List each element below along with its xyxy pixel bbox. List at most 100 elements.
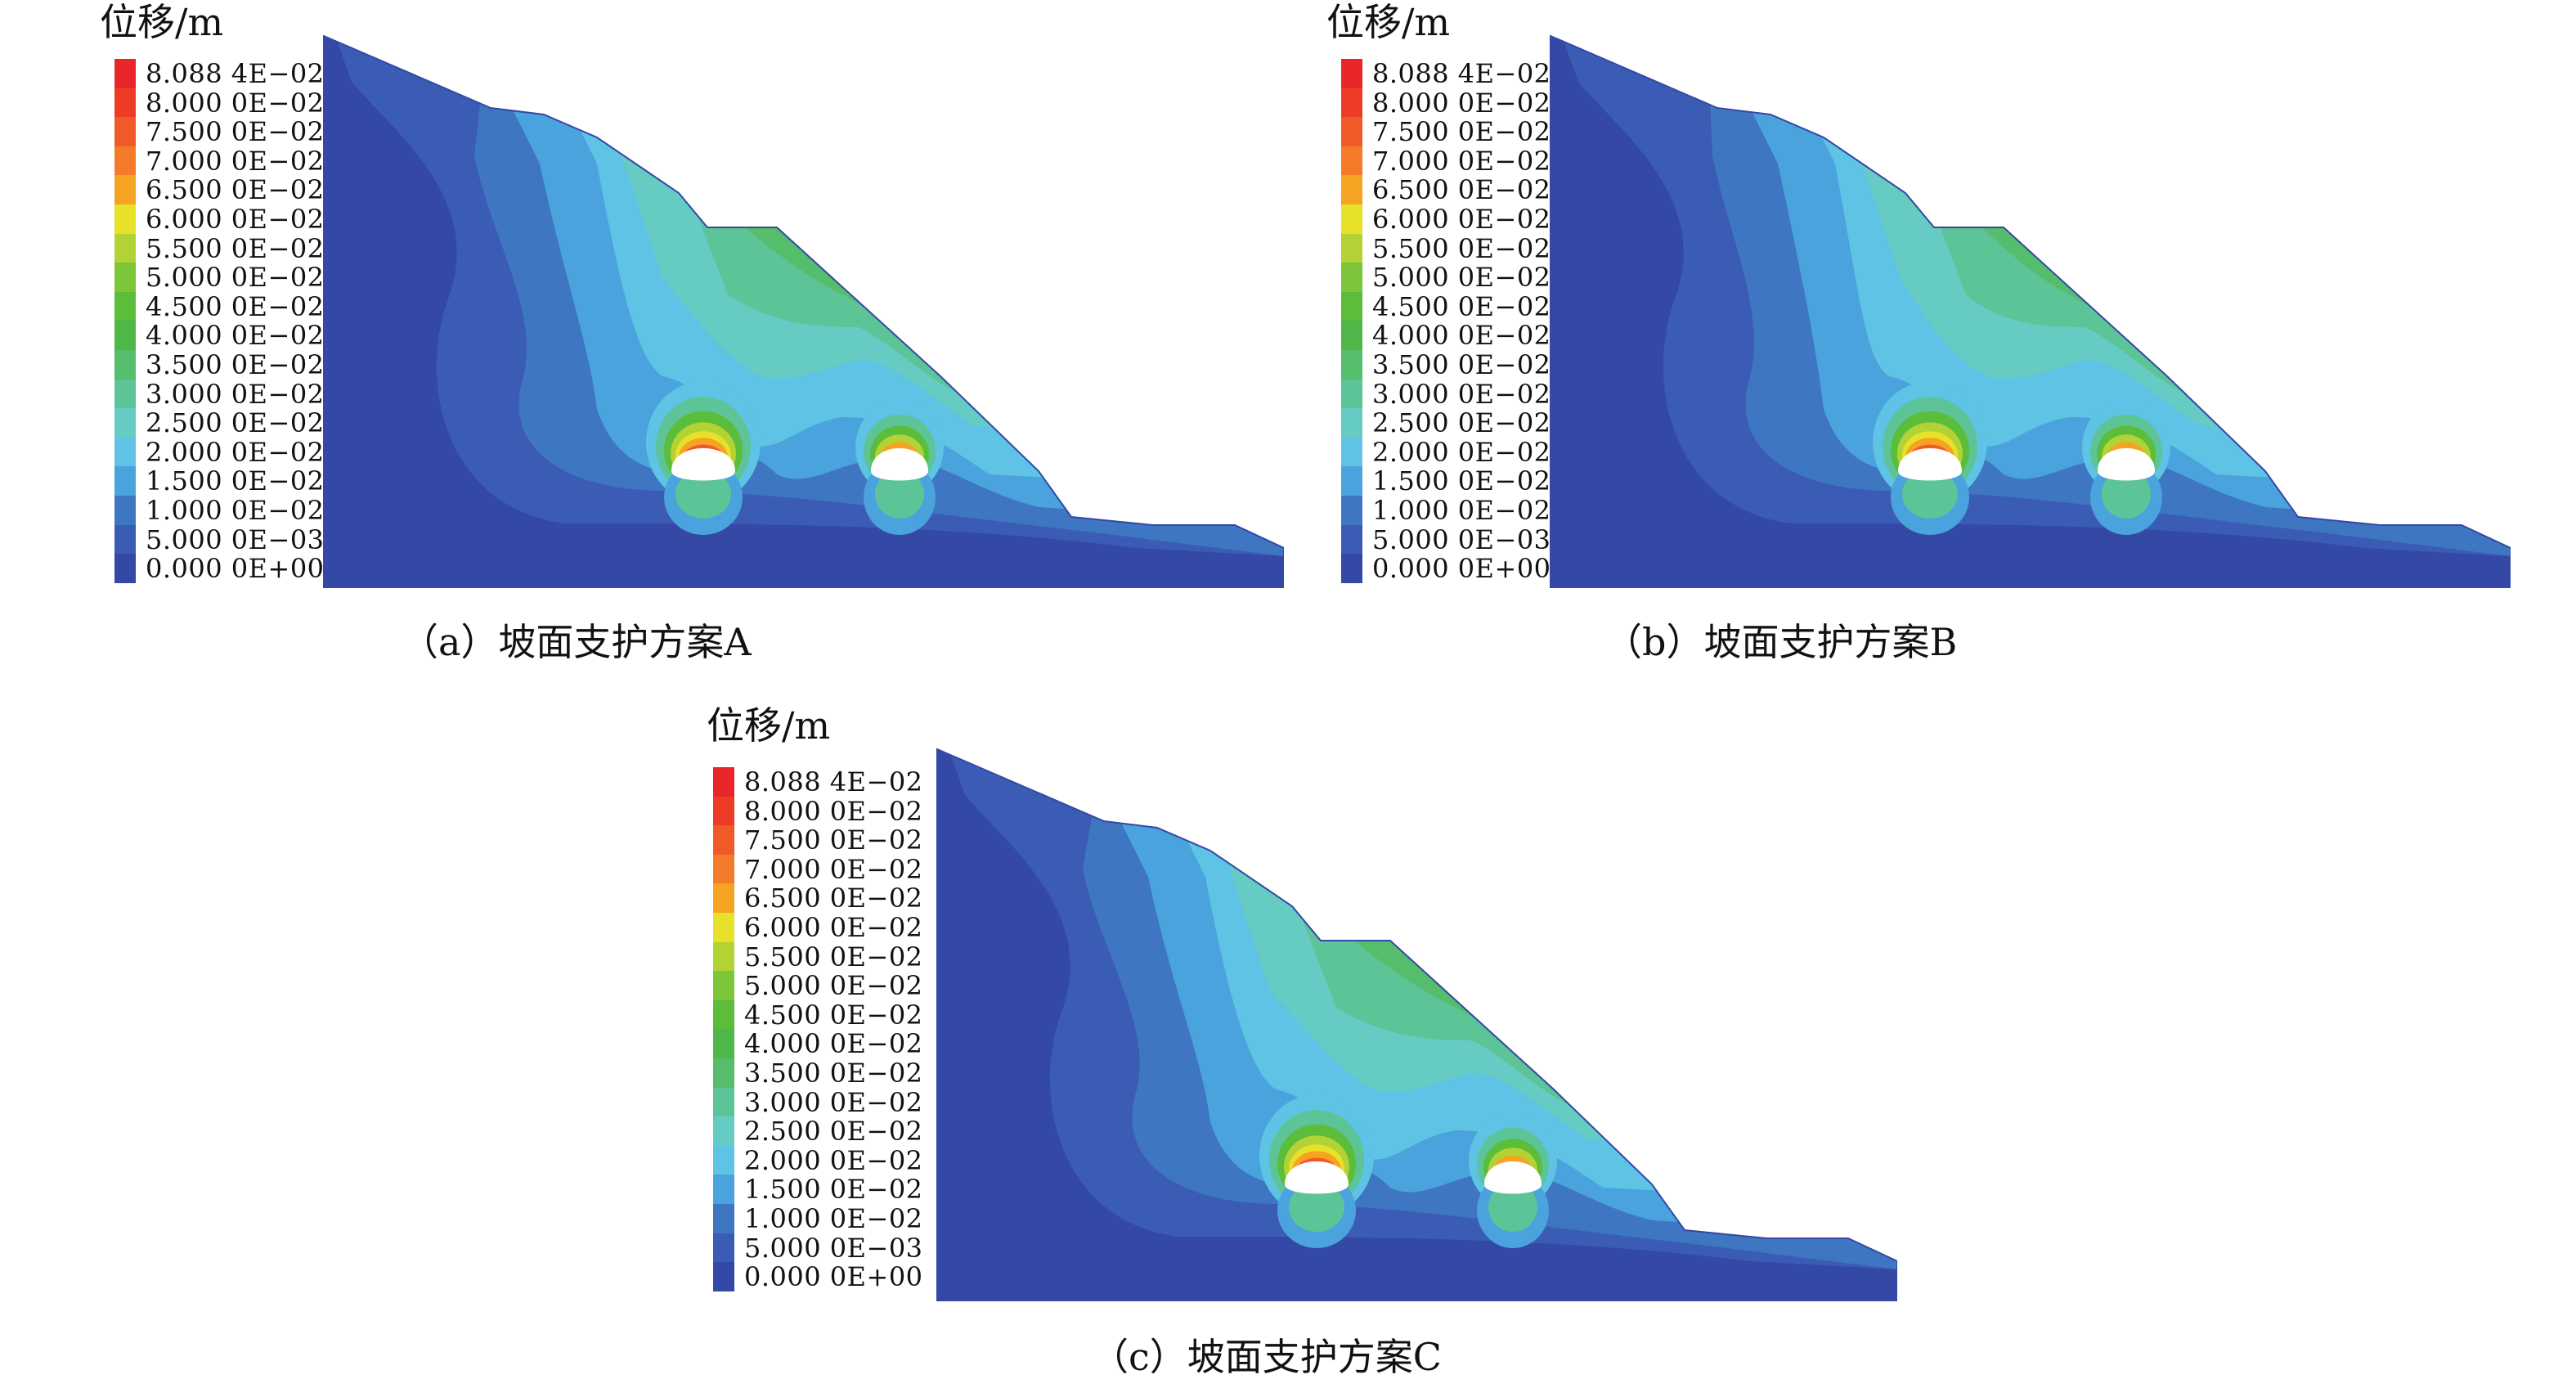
legend-entry: 1.500 0E−02 — [1341, 466, 1586, 496]
legend-label: 5.000 0E−03 — [1372, 523, 1551, 555]
legend-title: 位移/m — [100, 0, 224, 44]
legend-swatch — [1341, 175, 1362, 205]
legend-label: 5.500 0E−02 — [146, 232, 325, 264]
tunnel-opening — [671, 448, 736, 481]
legend-label: 6.000 0E−02 — [1372, 204, 1551, 235]
legend-entry: 5.500 0E−02 — [114, 232, 360, 264]
legend-label: 6.500 0E−02 — [146, 174, 325, 206]
legend-entry: 1.500 0E−02 — [713, 1175, 958, 1205]
legend-entry: 8.088 4E−02 — [114, 59, 360, 88]
displacement-contour-plot — [1550, 34, 2511, 588]
legend-label: 1.500 0E−02 — [146, 465, 325, 497]
contour-band — [1902, 469, 1958, 519]
legend-label: 8.000 0E−02 — [744, 795, 923, 827]
contour-band — [1289, 1183, 1344, 1232]
legend-swatch — [1341, 554, 1362, 584]
legend-entry: 8.088 4E−02 — [713, 767, 958, 797]
legend-label: 0.000 0E+00 — [744, 1261, 923, 1293]
legend-entry: 7.000 0E−02 — [1341, 146, 1586, 176]
legend-swatch — [114, 291, 136, 321]
legend-swatch — [114, 117, 136, 147]
legend-swatch — [713, 1262, 734, 1292]
legend-swatch — [114, 175, 136, 205]
legend-label: 8.088 4E−02 — [146, 58, 325, 89]
legend-swatch — [1341, 233, 1362, 263]
legend-swatch — [713, 999, 734, 1030]
tunnel-opening — [870, 448, 929, 481]
legend-entry: 4.000 0E−02 — [1341, 320, 1586, 352]
legend-swatch — [713, 1175, 734, 1205]
legend-entry: 8.000 0E−02 — [114, 88, 360, 118]
legend-label: 7.000 0E−02 — [146, 145, 325, 177]
legend-swatch — [114, 554, 136, 584]
legend-entry: 0.000 0E+00 — [114, 554, 360, 584]
slope-outline — [936, 748, 1897, 1301]
contour-band — [875, 469, 924, 519]
legend-entry: 1.500 0E−02 — [114, 466, 360, 496]
legend-entry: 7.500 0E−02 — [114, 117, 360, 147]
legend-label: 5.000 0E−02 — [744, 970, 923, 1002]
legend-entry: 5.000 0E−02 — [713, 970, 958, 1002]
legend-swatch — [713, 913, 734, 942]
legend-entry: 2.000 0E−02 — [1341, 437, 1586, 467]
legend-entry: 3.000 0E−02 — [713, 1087, 958, 1117]
tunnel-opening — [1284, 1161, 1349, 1194]
legend-entry: 6.500 0E−02 — [114, 174, 360, 206]
legend-swatch — [713, 971, 734, 1001]
legend-swatch — [114, 408, 136, 438]
contour-band — [675, 469, 731, 519]
legend-swatch — [713, 1087, 734, 1117]
legend-entry: 3.500 0E−02 — [713, 1058, 958, 1088]
legend-swatch — [713, 796, 734, 826]
legend-entry: 5.000 0E−03 — [1341, 523, 1586, 555]
legend-label: 6.500 0E−02 — [1372, 174, 1551, 206]
legend-swatch — [114, 379, 136, 409]
legend-swatch — [114, 204, 136, 234]
legend-swatch — [1341, 379, 1362, 409]
legend-label: 4.000 0E−02 — [1372, 320, 1551, 352]
legend-entry: 4.000 0E−02 — [114, 321, 360, 351]
legend-label: 1.000 0E−02 — [744, 1203, 923, 1234]
legend-swatch — [1341, 350, 1362, 380]
legend-label: 4.500 0E−02 — [1372, 290, 1551, 322]
legend-entry: 5.000 0E−03 — [114, 524, 360, 555]
legend-swatch — [114, 59, 136, 88]
legend-entry: 8.000 0E−02 — [713, 795, 958, 827]
legend-entry: 5.000 0E−02 — [114, 262, 360, 294]
legend-label: 7.000 0E−02 — [744, 853, 923, 885]
legend-label: 5.500 0E−02 — [1372, 232, 1551, 264]
legend-label: 2.500 0E−02 — [1372, 407, 1551, 439]
legend-entry: 6.000 0E−02 — [1341, 204, 1586, 234]
legend-label: 2.000 0E−02 — [744, 1144, 923, 1176]
legend-label: 6.500 0E−02 — [744, 883, 923, 914]
legend-entry: 5.000 0E−03 — [713, 1233, 958, 1263]
contour-band — [2102, 469, 2151, 519]
legend-swatch — [1341, 437, 1362, 467]
legend-entry: 6.500 0E−02 — [1341, 174, 1586, 206]
legend-swatch — [713, 1029, 734, 1059]
legend-swatch — [114, 350, 136, 380]
legend-entry: 6.500 0E−02 — [713, 883, 958, 914]
legend-swatch — [1341, 263, 1362, 293]
legend-entry: 2.500 0E−02 — [713, 1116, 958, 1147]
tunnel-opening — [1483, 1161, 1542, 1194]
legend-swatch — [1341, 408, 1362, 438]
legend-swatch — [114, 437, 136, 467]
legend-label: 5.000 0E−02 — [146, 262, 325, 294]
legend-swatch — [713, 825, 734, 856]
legend-swatch — [114, 146, 136, 176]
legend-label: 5.000 0E−02 — [1372, 262, 1551, 294]
legend-label: 1.000 0E−02 — [146, 495, 325, 526]
legend-entry: 4.500 0E−02 — [713, 999, 958, 1030]
legend-label: 4.500 0E−02 — [146, 290, 325, 322]
tunnel-opening — [1897, 448, 1963, 481]
legend-swatch — [1341, 59, 1362, 88]
legend-entry: 1.000 0E−02 — [1341, 496, 1586, 525]
legend-swatch — [713, 1058, 734, 1088]
legend-label: 4.000 0E−02 — [744, 1028, 923, 1060]
legend-label: 3.500 0E−02 — [1372, 349, 1551, 380]
legend-entry: 4.500 0E−02 — [1341, 290, 1586, 322]
legend-swatch — [1341, 291, 1362, 321]
contour-group — [324, 36, 1284, 587]
legend-entry: 2.500 0E−02 — [1341, 408, 1586, 438]
